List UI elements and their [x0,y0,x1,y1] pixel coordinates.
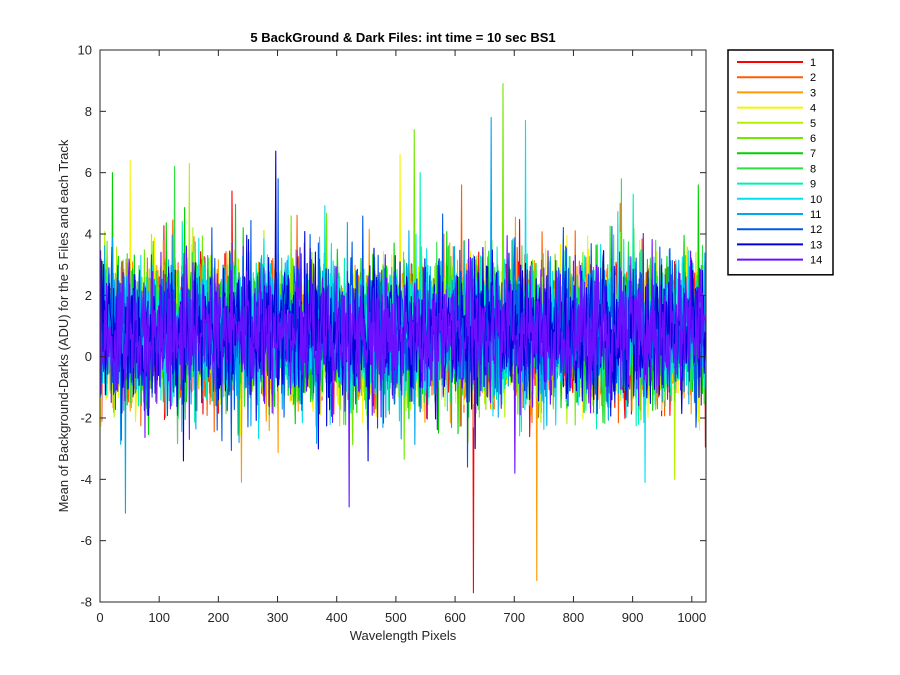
legend-label-4: 4 [810,103,816,115]
legend-box [727,49,834,276]
x-axis-label: Wavelength Pixels [350,628,457,643]
x-tick-label: 600 [444,610,466,625]
x-tick-label: 800 [563,610,585,625]
legend-label-9: 9 [810,179,816,191]
chart-title: 5 BackGround & Dark Files: int time = 10… [250,30,555,45]
y-tick-label: 2 [85,288,92,303]
x-tick-label: 400 [326,610,348,625]
legend-label-10: 10 [810,194,822,206]
axes-box [99,49,707,603]
y-tick-label: 0 [85,349,92,364]
x-tick-label: 500 [385,610,407,625]
legend-label-8: 8 [810,163,816,175]
y-tick-label: 10 [78,43,92,58]
series-layer [100,83,706,594]
legend-label-5: 5 [810,118,816,130]
y-axis-label: Mean of Background-Darks (ADU) for the 5… [56,139,71,512]
y-tick-label: -8 [80,595,92,610]
legend-label-13: 13 [810,239,822,251]
x-tick-label: 0 [96,610,103,625]
legend-label-3: 3 [810,87,816,99]
legend-label-1: 1 [810,57,816,69]
series-line-14 [100,232,706,508]
legend-label-14: 14 [810,255,822,267]
legend-label-7: 7 [810,148,816,160]
x-tick-label: 1000 [677,610,706,625]
y-tick-label: -4 [80,472,92,487]
y-tick-label: 6 [85,165,92,180]
x-tick-label: 200 [208,610,230,625]
series-line-13 [100,150,706,462]
legend-label-2: 2 [810,72,816,84]
x-tick-label: 300 [267,610,289,625]
y-tick-label: 8 [85,104,92,119]
legend-label-11: 11 [810,209,821,221]
x-tick-label: 900 [622,610,644,625]
legend-label-6: 6 [810,133,816,145]
x-tick-label: 100 [148,610,170,625]
ticks-layer: 0 100 200 300 400 500 600 700 800 900 1000-8-6-4-2… [78,43,707,626]
y-tick-label: 4 [85,227,92,242]
legend-label-12: 12 [810,224,822,236]
y-tick-label: -2 [80,411,92,426]
x-tick-label: 700 [503,610,525,625]
y-tick-label: -6 [80,533,92,548]
